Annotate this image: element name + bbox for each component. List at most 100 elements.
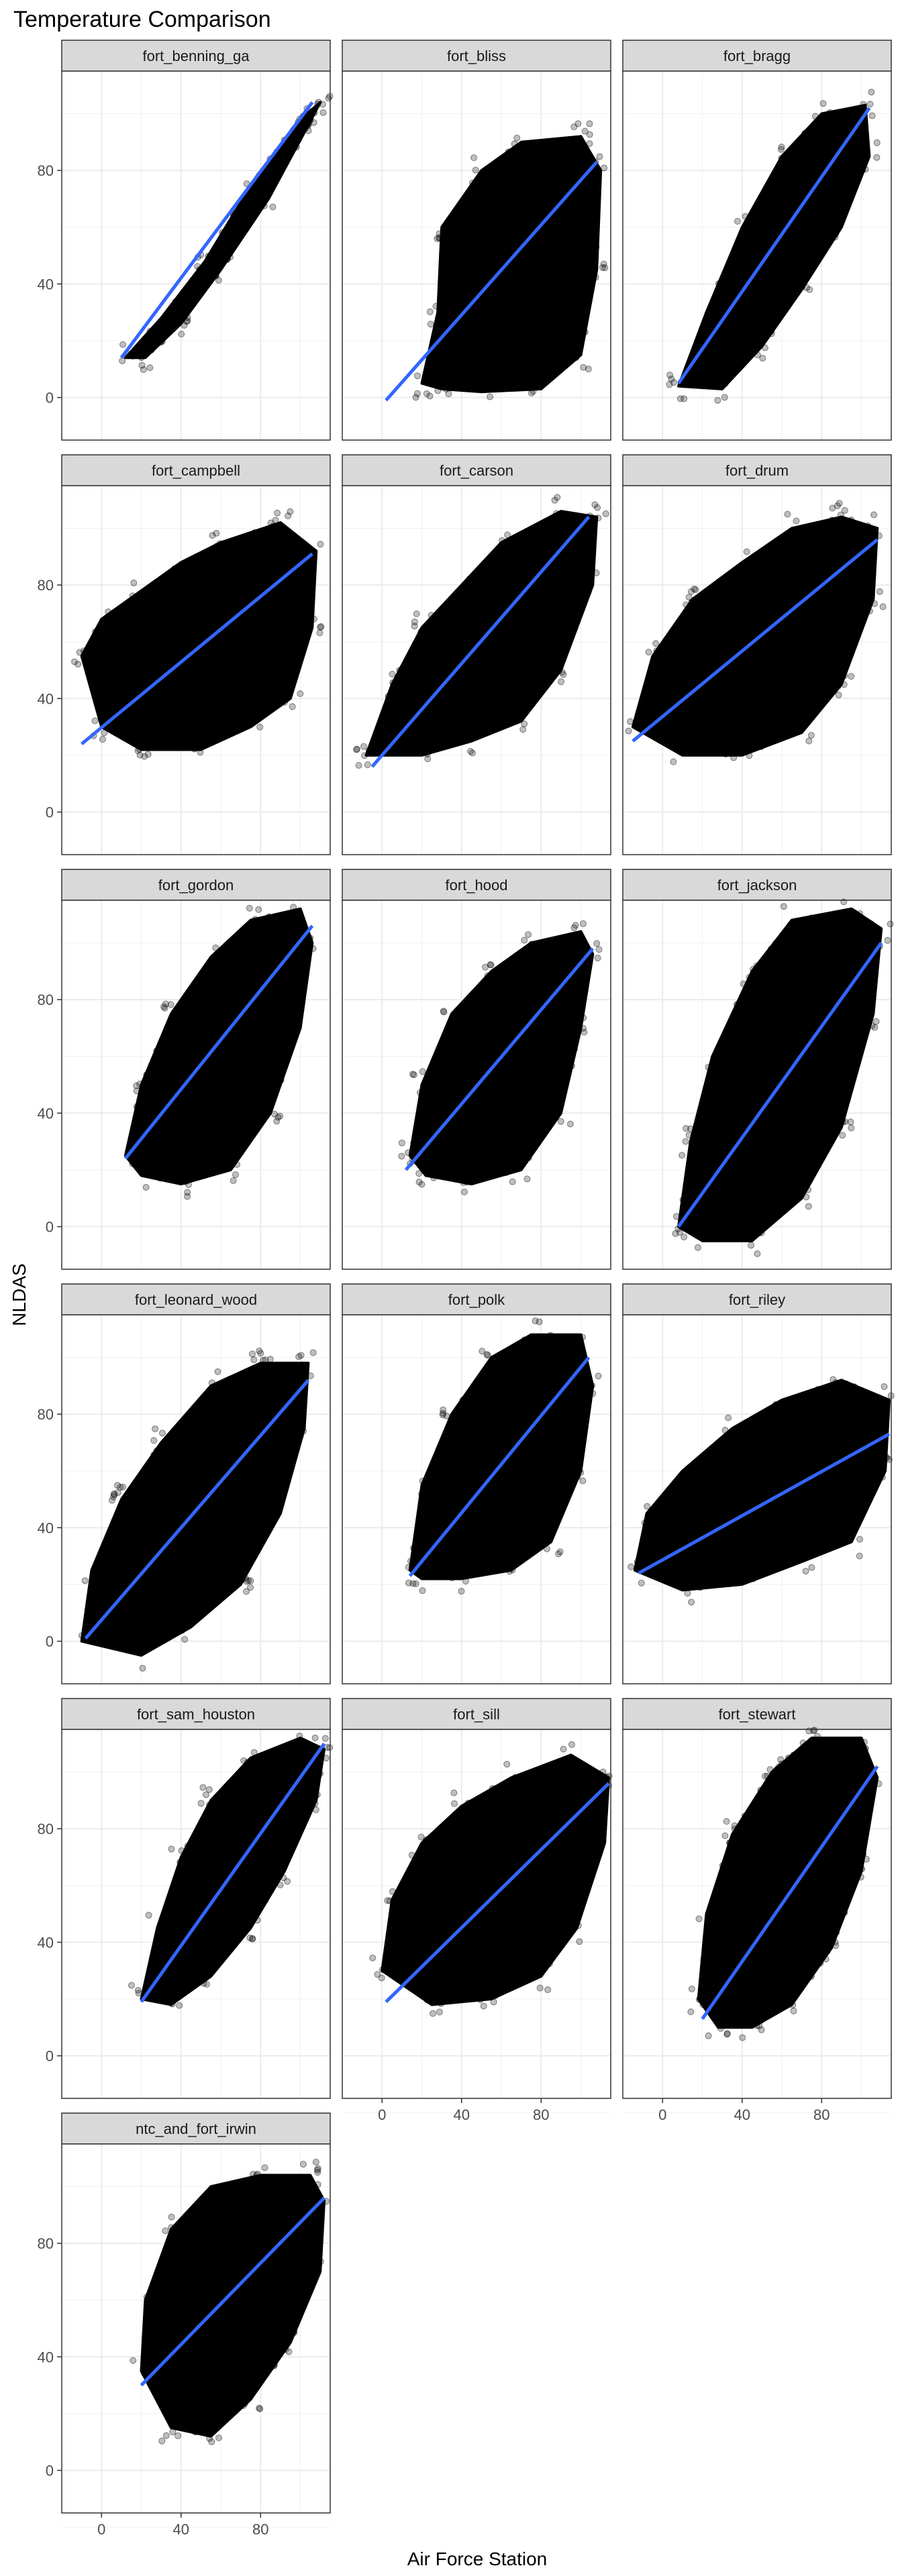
scatter-point [154,1984,161,1991]
scatter-points [369,1741,613,2017]
scatter-point [95,626,102,633]
scatter-point [196,283,203,290]
scatter-point [785,1927,793,1934]
scatter-point [721,739,728,746]
panel-border [342,1729,611,2099]
scatter-point [514,1387,521,1394]
scatter-point [824,178,832,185]
scatter-point [783,973,791,981]
scatter-point [300,1428,307,1435]
scatter-point [209,1403,216,1411]
scatter-point [239,672,246,680]
scatter-point [840,909,848,916]
scatter-point [836,220,844,227]
scatter-point [158,1167,165,1175]
scatter-point [836,600,844,607]
scatter-point [560,671,567,678]
scatter-point [860,1739,868,1746]
scatter-point [596,1772,603,1780]
scatter-point [574,120,582,127]
y-tick-label: 80 [38,1406,54,1423]
scatter-point [577,1885,584,1892]
scatter-point [238,627,245,635]
scatter-point [264,635,271,642]
scatter-point [485,1851,493,1859]
scatter-point [399,710,407,717]
scatter-point [146,1073,153,1081]
scatter-point [799,1079,806,1086]
scatter-point [723,1108,730,1115]
scatter-point [696,1468,703,1475]
scatter-point [470,1538,477,1546]
scatter-point [495,978,502,985]
scatter-point [723,1565,731,1572]
scatter-point [168,2224,175,2231]
scatter-point [788,1837,795,1844]
scatter-point [134,732,142,739]
scatter-point [694,648,701,655]
scatter-point [803,691,810,698]
scatter-point [827,235,834,243]
scatter-point [779,1911,787,1919]
scatter-point [539,949,546,957]
scatter-point [240,963,247,970]
scatter-point [470,1040,477,1048]
scatter-point [531,242,538,250]
scatter-point [437,1483,444,1490]
scatter-point [423,1972,430,1980]
scatter-point [458,1549,466,1556]
scatter-point [538,551,546,559]
scatter-point [115,1637,123,1644]
scatter-point [523,1152,531,1160]
scatter-point [520,553,528,561]
scatter-point [138,1635,145,1642]
scatter-point [231,1002,238,1009]
scatter-point [751,335,758,342]
scatter-point [166,1941,174,1948]
scatter-point [208,2438,215,2445]
scatter-point [743,1552,750,1560]
scatter-point [144,751,152,758]
scatter-point [546,1413,554,1420]
scatter-point [505,553,513,560]
scatter-point [294,1416,301,1424]
scatter-point [839,1132,846,1139]
scatter-point [518,1395,525,1403]
scatter-point [452,1062,460,1069]
scatter-point [526,1338,534,1346]
scatter-point [168,1845,175,1853]
scatter-point [807,610,814,617]
scatter-point [305,121,312,128]
scatter-point [498,988,505,996]
scatter-point [234,1040,242,1048]
scatter-point [444,1567,451,1574]
scatter-point [212,944,219,951]
scatter-point [179,1115,186,1122]
scatter-point [496,311,503,318]
scatter-point [780,590,787,597]
scatter-point [570,1914,577,1921]
scatter-point [184,1189,191,1196]
scatter-point [261,2206,268,2213]
facet-panel: fort_polk [342,1283,611,1699]
panel-border [622,485,892,855]
scatter-point [150,1451,158,1458]
scatter-point [468,278,476,286]
scatter-point [361,752,368,759]
scatter-point [435,1171,442,1178]
scatter-point [837,1385,844,1392]
scatter-point [848,1124,855,1132]
scatter-point [187,685,194,692]
scatter-point [241,1022,248,1030]
scatter-point [571,625,579,632]
scatter-point [387,695,395,702]
scatter-point [234,2351,241,2358]
scatter-point [172,1016,180,1023]
scatter-point [440,1409,447,1417]
scatter-point [561,511,568,519]
scatter-point [508,686,515,693]
scatter-point [299,606,306,614]
scatter-point [528,941,536,948]
scatter-point [829,1472,836,1480]
scatter-point [455,1035,462,1042]
